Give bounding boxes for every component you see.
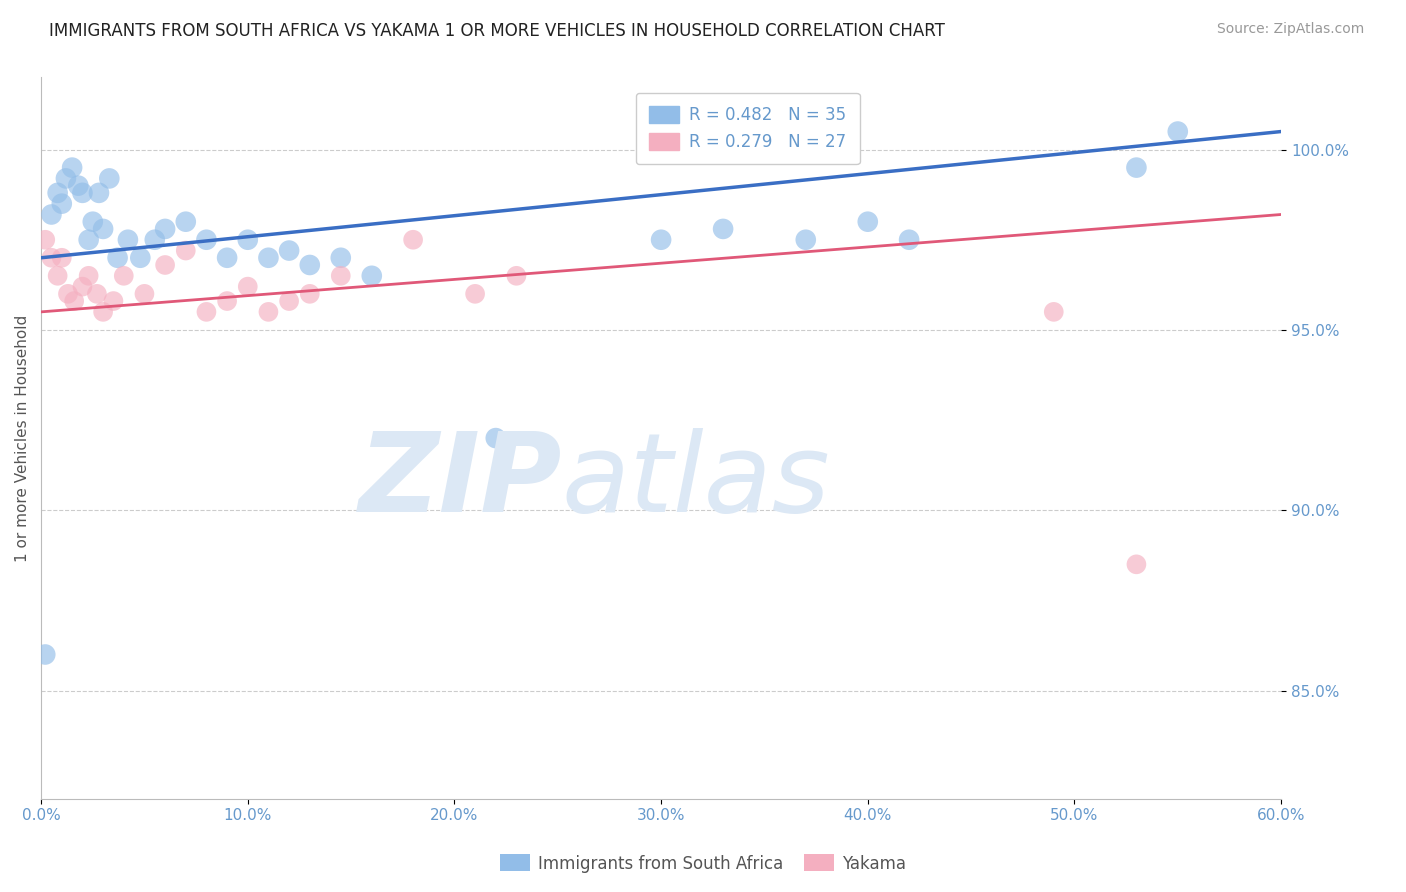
Point	[298, 286, 321, 301]
Point	[360, 268, 382, 283]
Point	[329, 251, 352, 265]
Legend: Immigrants from South Africa, Yakama: Immigrants from South Africa, Yakama	[494, 847, 912, 880]
Point	[117, 233, 139, 247]
Point	[77, 268, 100, 283]
Point	[485, 431, 508, 445]
Point	[650, 233, 672, 247]
Point	[505, 268, 527, 283]
Point	[41, 251, 63, 265]
Point	[329, 268, 352, 283]
Text: atlas: atlas	[562, 428, 831, 535]
Point	[41, 207, 63, 221]
Point	[898, 233, 921, 247]
Point	[174, 244, 197, 258]
Point	[195, 305, 218, 319]
Point	[278, 293, 301, 308]
Point	[236, 279, 259, 293]
Point	[91, 222, 114, 236]
Text: ZIP: ZIP	[359, 428, 562, 535]
Point	[129, 251, 152, 265]
Point	[34, 233, 56, 247]
Point	[1167, 124, 1189, 138]
Point	[82, 215, 104, 229]
Point	[794, 233, 817, 247]
Point	[217, 293, 239, 308]
Point	[98, 171, 121, 186]
Y-axis label: 1 or more Vehicles in Household: 1 or more Vehicles in Household	[15, 315, 30, 562]
Point	[34, 648, 56, 662]
Point	[278, 244, 301, 258]
Point	[1125, 558, 1147, 572]
Point	[217, 251, 239, 265]
Point	[257, 251, 280, 265]
Point	[103, 293, 125, 308]
Point	[464, 286, 486, 301]
Point	[77, 233, 100, 247]
Point	[46, 186, 69, 200]
Point	[257, 305, 280, 319]
Text: IMMIGRANTS FROM SOUTH AFRICA VS YAKAMA 1 OR MORE VEHICLES IN HOUSEHOLD CORRELATI: IMMIGRANTS FROM SOUTH AFRICA VS YAKAMA 1…	[49, 22, 945, 40]
Point	[153, 258, 176, 272]
Point	[87, 186, 110, 200]
Point	[153, 222, 176, 236]
Point	[236, 233, 259, 247]
Point	[51, 196, 73, 211]
Legend: R = 0.482   N = 35, R = 0.279   N = 27: R = 0.482 N = 35, R = 0.279 N = 27	[636, 93, 860, 164]
Point	[72, 186, 94, 200]
Point	[86, 286, 108, 301]
Point	[56, 286, 79, 301]
Point	[91, 305, 114, 319]
Point	[46, 268, 69, 283]
Point	[112, 268, 135, 283]
Point	[711, 222, 734, 236]
Point	[174, 215, 197, 229]
Point	[195, 233, 218, 247]
Point	[51, 251, 73, 265]
Point	[67, 178, 90, 193]
Point	[1042, 305, 1064, 319]
Point	[60, 161, 83, 175]
Point	[72, 279, 94, 293]
Point	[63, 293, 86, 308]
Point	[1125, 161, 1147, 175]
Point	[856, 215, 879, 229]
Point	[143, 233, 166, 247]
Point	[107, 251, 129, 265]
Point	[55, 171, 77, 186]
Text: Source: ZipAtlas.com: Source: ZipAtlas.com	[1216, 22, 1364, 37]
Point	[298, 258, 321, 272]
Point	[402, 233, 425, 247]
Point	[134, 286, 156, 301]
